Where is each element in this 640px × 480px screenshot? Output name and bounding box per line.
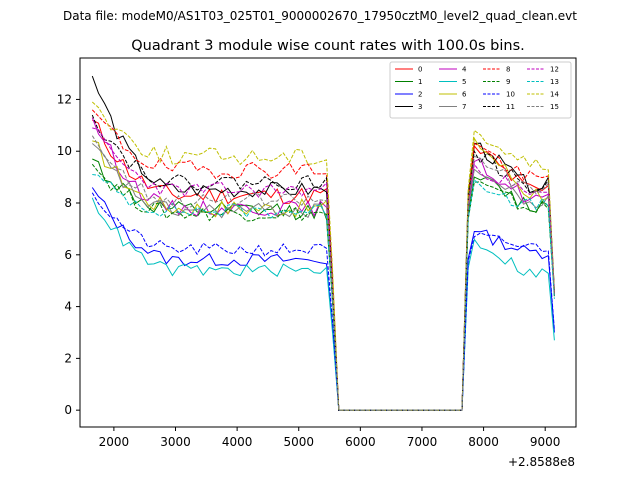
chart-suptitle: Data file: modeM0/AS1T03_025T01_90000026…: [63, 9, 577, 23]
series-line-12: [92, 127, 555, 411]
x-tick-label-4000: 4000: [222, 435, 253, 449]
y-tick-label-6: 6: [64, 248, 72, 262]
legend-label-15: 15: [550, 103, 559, 111]
legend-label-6: 6: [462, 91, 467, 99]
x-tick-label-7000: 7000: [407, 435, 438, 449]
series-line-3: [91, 75, 555, 411]
legend-label-5: 5: [462, 78, 466, 86]
y-tick-label-12: 12: [57, 92, 72, 106]
series-line-10: [91, 192, 555, 411]
legend-label-10: 10: [506, 91, 515, 99]
legend-label-11: 11: [506, 103, 515, 111]
legend-label-0: 0: [418, 66, 422, 74]
legend-label-13: 13: [550, 78, 559, 86]
series-line-0: [92, 119, 555, 411]
series-line-15: [91, 135, 555, 411]
x-axis: 2000 3000 4000 5000 6000 7000 8000 9000: [99, 427, 561, 449]
y-axis: 0 2 4 6 8 10 12: [57, 92, 80, 417]
legend-label-12: 12: [550, 66, 559, 74]
legend-label-4: 4: [462, 66, 467, 74]
series-line-11: [91, 114, 555, 411]
legend-label-8: 8: [506, 66, 510, 74]
plot-area: [91, 75, 555, 411]
legend-label-3: 3: [418, 103, 422, 111]
y-tick-label-2: 2: [64, 351, 72, 365]
legend-label-7: 7: [462, 103, 466, 111]
x-tick-label-3000: 3000: [160, 435, 191, 449]
y-tick-label-4: 4: [64, 300, 72, 314]
series-line-4: [91, 117, 555, 411]
series-line-5: [91, 197, 555, 411]
series-line-1: [92, 158, 555, 411]
x-tick-label-8000: 8000: [468, 435, 499, 449]
series-line-2: [91, 187, 555, 411]
y-tick-label-10: 10: [57, 144, 72, 158]
legend-label-1: 1: [418, 78, 422, 86]
y-tick-label-0: 0: [64, 403, 72, 417]
x-tick-label-2000: 2000: [99, 435, 130, 449]
x-tick-label-5000: 5000: [283, 435, 314, 449]
legend-label-2: 2: [418, 91, 422, 99]
x-offset-label: +2.8588e8: [508, 455, 575, 469]
y-tick-label-8: 8: [64, 196, 72, 210]
series-line-7: [91, 143, 555, 411]
x-tick-label-9000: 9000: [530, 435, 561, 449]
series-line-13: [92, 174, 555, 411]
series-line-8: [91, 109, 555, 411]
x-tick-label-6000: 6000: [345, 435, 376, 449]
legend-label-14: 14: [550, 91, 559, 99]
series-line-14: [91, 101, 555, 411]
chart-title: Quadrant 3 module wise count rates with …: [131, 38, 525, 54]
series-line-6: [92, 136, 555, 411]
legend-label-9: 9: [506, 78, 510, 86]
axes-frame: [79, 57, 577, 428]
legend-box: [389, 61, 572, 119]
